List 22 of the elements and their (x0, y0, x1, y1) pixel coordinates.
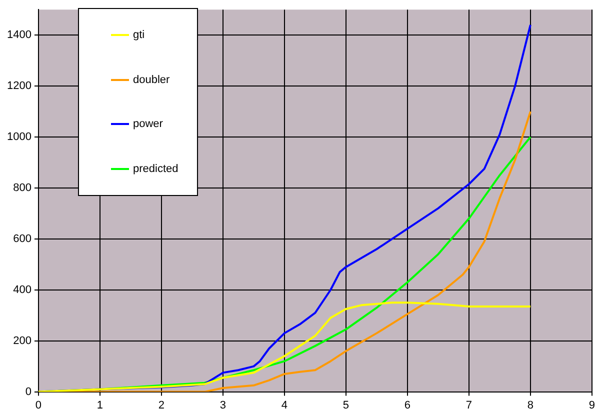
x-tick-label: 1 (96, 399, 104, 412)
x-tick-label: 8 (527, 399, 534, 412)
y-tick-label: 1200 (6, 80, 32, 92)
legend-label: gti (133, 29, 145, 42)
legend-label: doubler (133, 74, 170, 86)
y-tick-label: 1000 (6, 131, 32, 144)
y-tick-label: 400 (13, 284, 32, 296)
y-tick-label: 200 (13, 334, 32, 347)
legend-label: predicted (133, 162, 178, 175)
x-tick-label: 5 (342, 399, 350, 412)
x-tick-label: 0 (35, 399, 42, 412)
x-tick-label: 7 (466, 399, 472, 412)
x-tick-label: 9 (588, 399, 596, 412)
y-tick-label: 800 (13, 182, 32, 194)
y-tick-label: 1400 (6, 29, 32, 42)
y-tick-label: 0 (25, 386, 32, 398)
x-tick-label: 3 (220, 399, 226, 412)
y-tick-label: 600 (13, 232, 32, 245)
x-tick-label: 2 (158, 399, 165, 412)
legend-label: power (133, 118, 163, 130)
x-tick-label: 6 (404, 399, 411, 412)
x-tick-label: 4 (281, 399, 288, 412)
